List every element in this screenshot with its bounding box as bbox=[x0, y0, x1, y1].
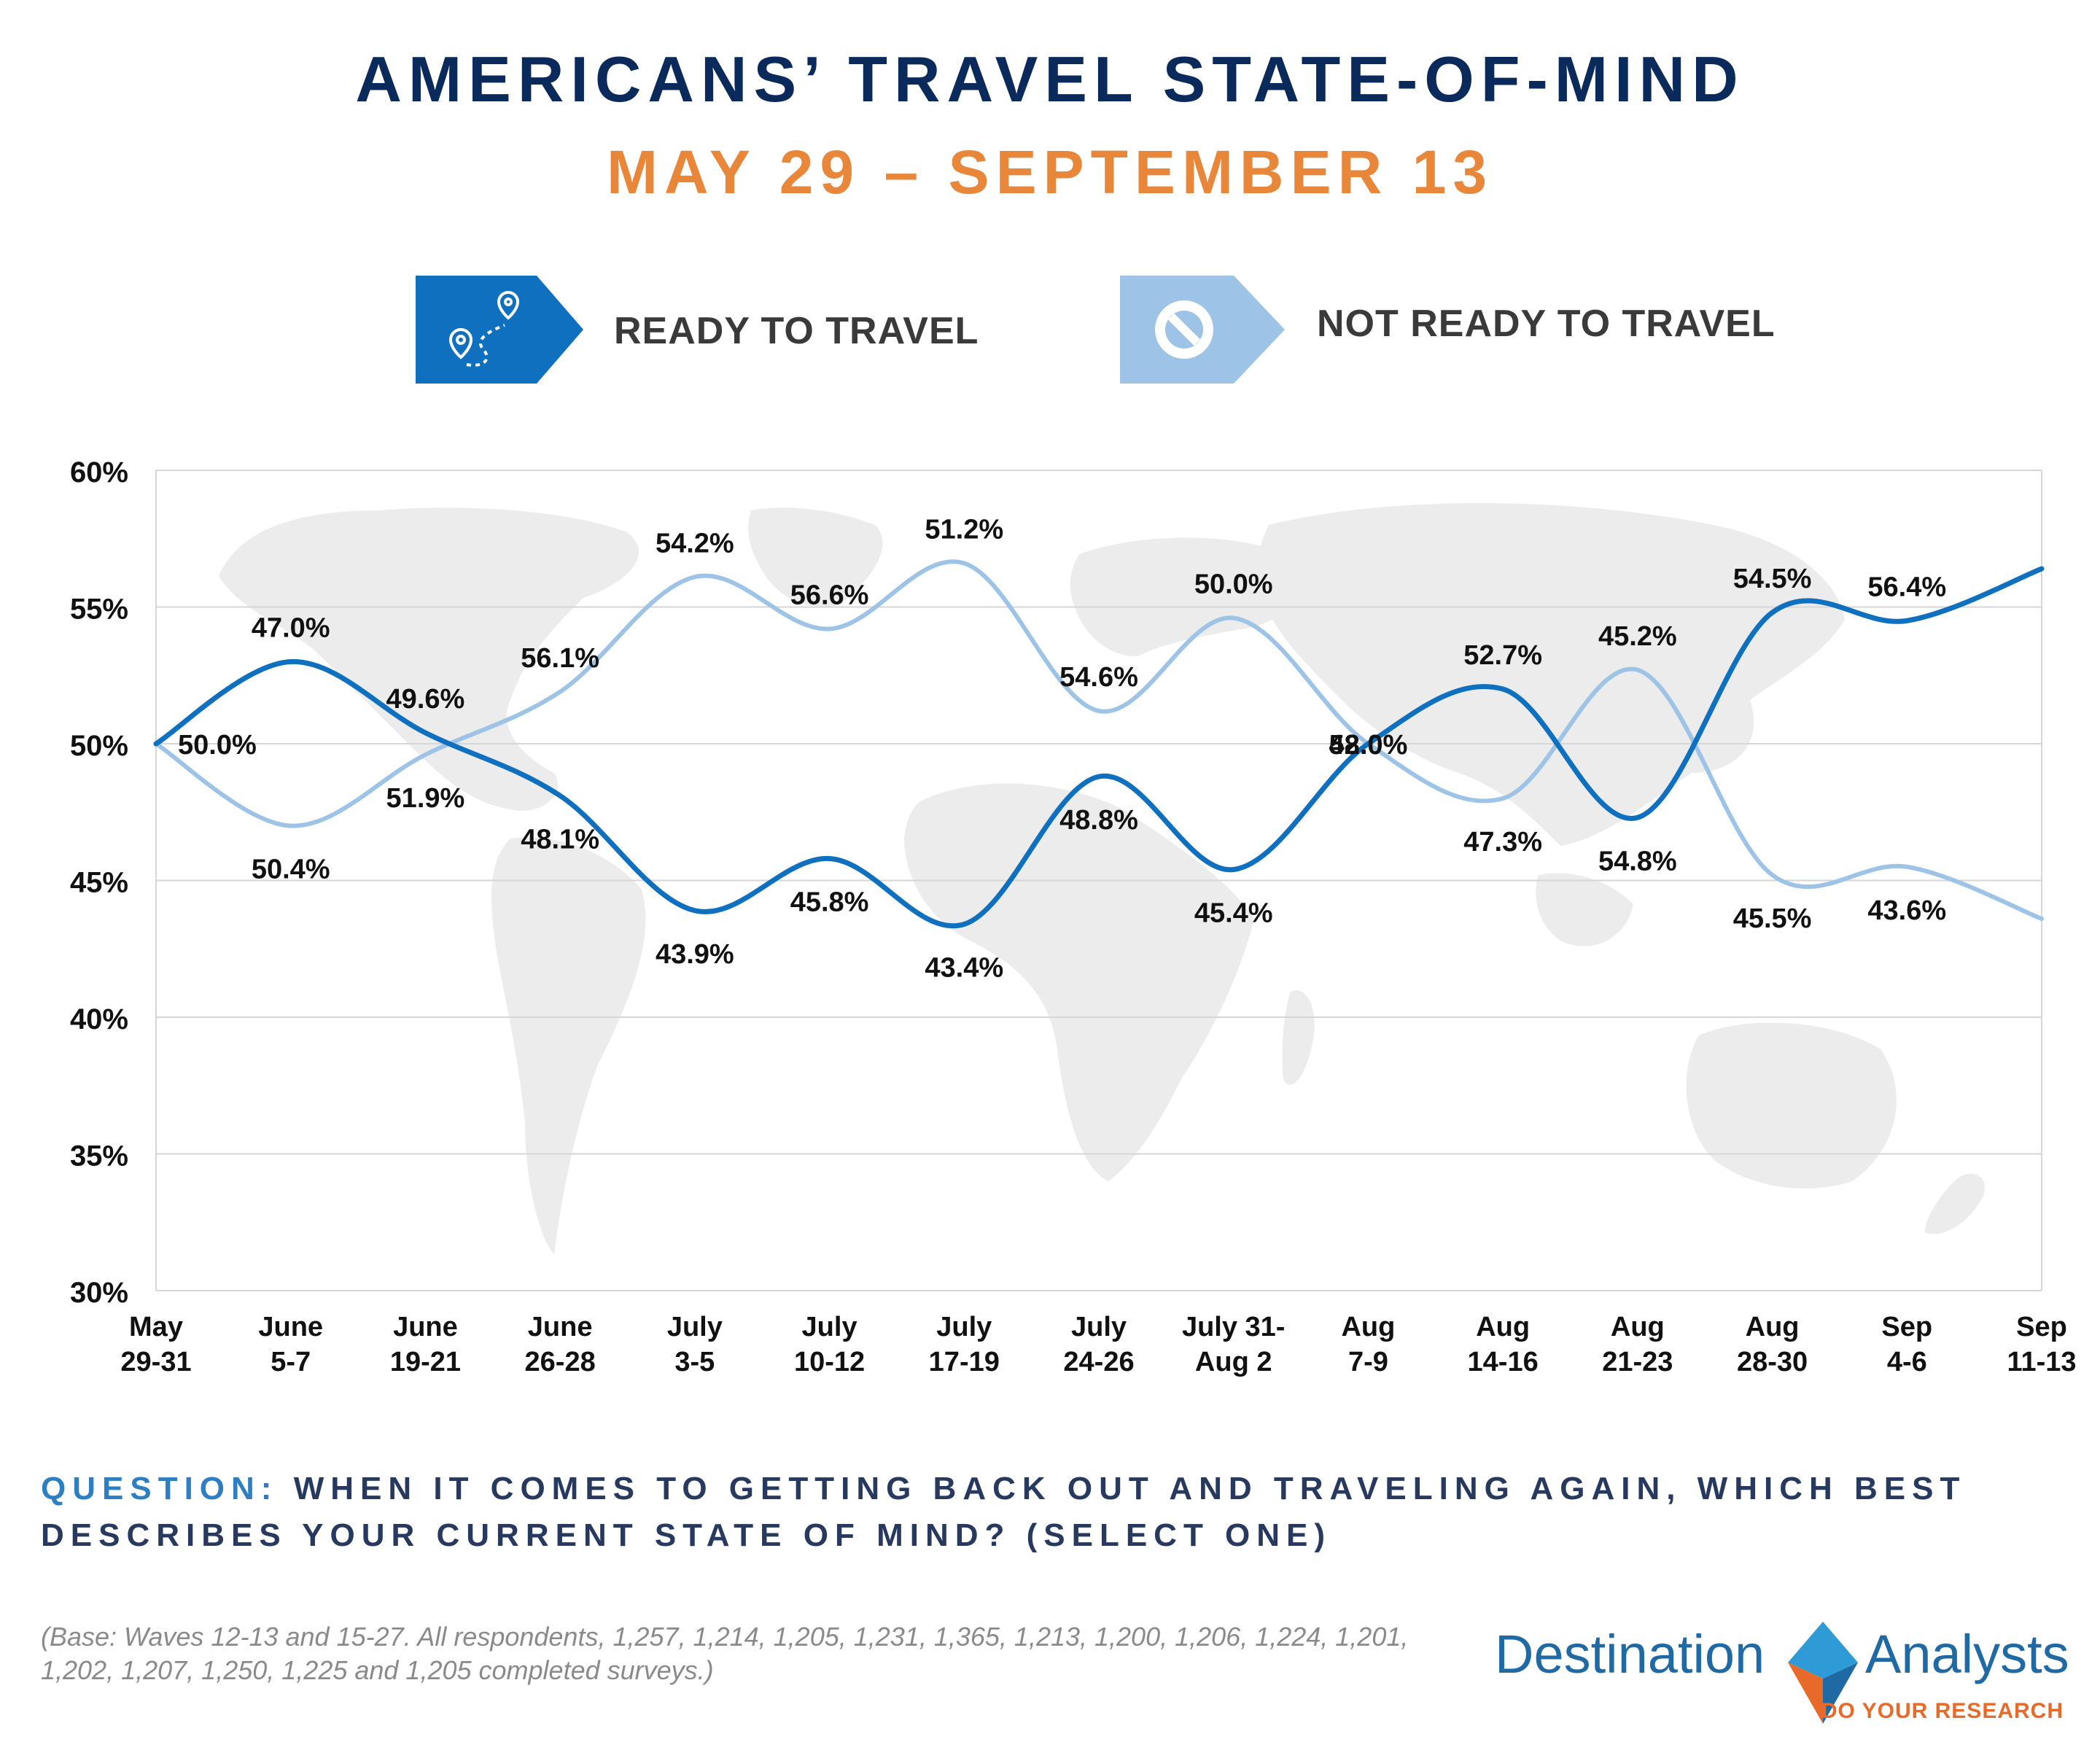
chart-title: AMERICANS’ TRAVEL STATE-OF-MIND bbox=[355, 43, 1745, 115]
legend-ready-label: READY TO TRAVEL bbox=[614, 310, 979, 352]
data-label: 51.2% bbox=[925, 515, 1003, 545]
y-tick-label: 40% bbox=[70, 1003, 128, 1035]
x-tick-label: July 17-19 bbox=[929, 1312, 1000, 1377]
y-tick-label: 50% bbox=[70, 730, 128, 762]
data-label: 43.4% bbox=[925, 953, 1003, 984]
not-ready-to-travel-line bbox=[154, 559, 2044, 921]
data-label: 43.6% bbox=[1867, 895, 1946, 926]
logo-diamond-icon bbox=[1788, 1622, 1858, 1724]
logo-tagline: DO YOUR RESEARCH bbox=[1821, 1699, 2064, 1723]
data-label: 51.9% bbox=[386, 783, 465, 814]
x-tick-label: July 31-Aug 2 bbox=[1182, 1312, 1286, 1377]
data-label: 47.3% bbox=[1463, 827, 1542, 858]
data-label: 52.7% bbox=[1463, 640, 1542, 671]
data-label: 54.5% bbox=[1733, 564, 1812, 594]
data-label: 50.0% bbox=[178, 730, 257, 761]
legend-ready-marker bbox=[416, 276, 583, 384]
data-label: 45.8% bbox=[790, 887, 869, 918]
data-label: 56.4% bbox=[1867, 572, 1946, 602]
y-tick-label: 45% bbox=[70, 867, 128, 899]
x-tick-label: July 24-26 bbox=[1063, 1312, 1134, 1377]
logo-word-left: Destination bbox=[1495, 1624, 1765, 1684]
data-label: 48.0% bbox=[1329, 730, 1408, 761]
grid-lines bbox=[156, 470, 2042, 1291]
data-label: 43.9% bbox=[656, 939, 734, 970]
x-tick-label: July 10-12 bbox=[794, 1312, 865, 1377]
data-label: 45.2% bbox=[1598, 621, 1677, 652]
data-label: 50.4% bbox=[252, 855, 330, 885]
y-tick-label: 35% bbox=[70, 1140, 128, 1172]
data-label: 50.0% bbox=[1194, 569, 1273, 600]
x-tick-label: June 5-7 bbox=[258, 1312, 323, 1377]
legend-not-ready-marker bbox=[1120, 276, 1285, 384]
y-tick-label: 55% bbox=[70, 594, 128, 626]
data-label: 54.8% bbox=[1598, 846, 1677, 876]
x-tick-label: Sep 4-6 bbox=[1881, 1312, 1932, 1377]
data-label: 56.6% bbox=[790, 580, 869, 611]
line-chart: 30% 35% 40% 45% 50% 55% 60% May 29-31 June 5-7 June… bbox=[70, 456, 2077, 1377]
data-label: 56.1% bbox=[521, 643, 599, 674]
logo-word-right: Analysts bbox=[1865, 1624, 2069, 1684]
map-route-icon bbox=[448, 291, 520, 367]
question-text: WHEN IT COMES TO GETTING BACK OUT AND TR… bbox=[41, 1471, 1967, 1553]
x-tick-label: Aug 7-9 bbox=[1341, 1312, 1395, 1377]
axes: 30% 35% 40% 45% 50% 55% 60% May 29-31 June 5-7 June… bbox=[70, 456, 2077, 1377]
base-note: (Base: Waves 12-13 and 15-27. All respon… bbox=[41, 1622, 1409, 1685]
x-tick-label: Aug 28-30 bbox=[1737, 1312, 1808, 1377]
prohibited-icon bbox=[1155, 300, 1213, 359]
chart-subtitle: MAY 29 – SEPTEMBER 13 bbox=[606, 138, 1494, 206]
data-label: 54.2% bbox=[656, 528, 734, 559]
data-label: 45.5% bbox=[1733, 903, 1812, 934]
data-label: 49.6% bbox=[386, 684, 465, 715]
world-map-background bbox=[219, 503, 1985, 1254]
data-label: 54.6% bbox=[1059, 662, 1138, 693]
data-label: 52.0% bbox=[1329, 730, 1408, 761]
brand-logo: Destination Analysts DO YOUR RESEARCH bbox=[1495, 1619, 2078, 1728]
x-tick-label: Aug 21-23 bbox=[1602, 1312, 1673, 1377]
survey-question: QUESTION: WHEN IT COMES TO GETTING BACK … bbox=[41, 1466, 2053, 1559]
data-label: 48.1% bbox=[521, 824, 599, 855]
data-label: 48.8% bbox=[1059, 805, 1138, 836]
data-label: 45.4% bbox=[1194, 898, 1273, 929]
x-tick-label: July 3-5 bbox=[667, 1312, 723, 1377]
x-tick-label: May 29-31 bbox=[120, 1312, 191, 1377]
x-tick-label: June 19-21 bbox=[390, 1312, 461, 1377]
x-tick-label: June 26-28 bbox=[525, 1312, 596, 1377]
x-tick-label: Aug 14-16 bbox=[1468, 1312, 1539, 1377]
x-tick-label: Sep 11-13 bbox=[2007, 1312, 2076, 1377]
question-label: QUESTION: bbox=[41, 1471, 279, 1506]
legend-not-ready-label: NOT READY TO TRAVEL bbox=[1317, 303, 1776, 345]
data-label: 47.0% bbox=[252, 613, 330, 644]
y-tick-label: 30% bbox=[70, 1277, 128, 1309]
ready-to-travel-line bbox=[153, 566, 2045, 929]
y-tick-label: 60% bbox=[70, 456, 128, 489]
